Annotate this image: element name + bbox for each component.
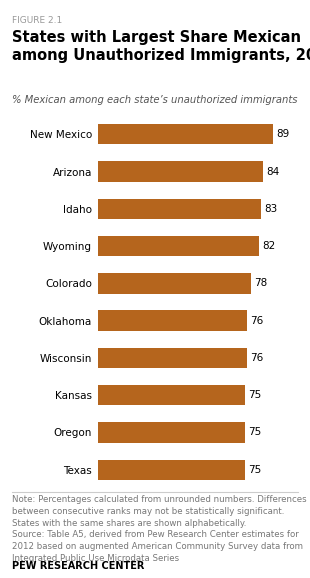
Text: FIGURE 2.1: FIGURE 2.1 bbox=[12, 16, 63, 25]
Text: % Mexican among each state’s unauthorized immigrants: % Mexican among each state’s unauthorize… bbox=[12, 95, 298, 105]
Bar bbox=[98, 460, 245, 480]
Text: 76: 76 bbox=[250, 353, 264, 363]
Text: States with Largest Share Mexican
among Unauthorized Immigrants, 2012: States with Largest Share Mexican among … bbox=[12, 30, 310, 63]
Text: 75: 75 bbox=[248, 390, 262, 400]
Text: 82: 82 bbox=[262, 241, 275, 251]
Text: 78: 78 bbox=[254, 279, 268, 288]
Text: Source: Table A5, derived from Pew Research Center estimates for
2012 based on a: Source: Table A5, derived from Pew Resea… bbox=[12, 530, 303, 562]
Bar bbox=[98, 348, 247, 368]
Text: 89: 89 bbox=[276, 129, 289, 139]
Text: 75: 75 bbox=[248, 428, 262, 438]
Text: 75: 75 bbox=[248, 465, 262, 475]
Bar bbox=[98, 124, 273, 144]
Text: PEW RESEARCH CENTER: PEW RESEARCH CENTER bbox=[12, 561, 145, 571]
Text: 84: 84 bbox=[266, 166, 279, 176]
Text: 83: 83 bbox=[264, 204, 277, 214]
Bar bbox=[98, 199, 261, 219]
Bar bbox=[98, 385, 245, 405]
Bar bbox=[98, 236, 259, 256]
Bar bbox=[98, 423, 245, 443]
Bar bbox=[98, 161, 263, 181]
Text: Note: Percentages calculated from unrounded numbers. Differences
between consecu: Note: Percentages calculated from unroun… bbox=[12, 495, 307, 528]
Bar bbox=[98, 273, 251, 294]
Bar bbox=[98, 310, 247, 331]
Text: 76: 76 bbox=[250, 316, 264, 325]
